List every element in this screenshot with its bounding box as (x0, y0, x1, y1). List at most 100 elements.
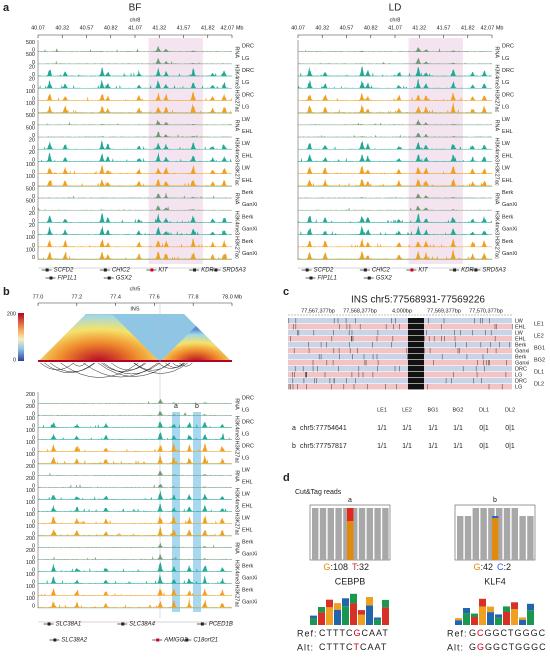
signal-track (38, 103, 232, 113)
scale-label: 500 (26, 186, 35, 192)
mark-label: H3K4me3 (234, 416, 240, 440)
sample-label: Berk (502, 239, 514, 245)
logo-block (366, 605, 373, 625)
sample-label: Ganxi (515, 360, 529, 366)
scale-label: 0 (32, 495, 35, 501)
read-mark (292, 372, 293, 378)
read-mark (339, 324, 340, 330)
scale-label: 0 (32, 603, 35, 609)
tick-label: 41.07 (128, 25, 142, 31)
read-column (472, 508, 479, 560)
sample-label: DRC (242, 443, 254, 449)
ruler-label: 77,568,377bp (343, 308, 377, 314)
signal-track (298, 102, 492, 113)
colorbar-label: 0 (13, 357, 16, 363)
read-mark (365, 360, 367, 366)
mark-label: H3K27ac (494, 163, 500, 186)
hic-domain (38, 314, 160, 362)
read-mark (385, 384, 386, 390)
logo-block (318, 612, 325, 625)
char: G (473, 562, 480, 572)
table-header: LE2 (402, 407, 412, 413)
char: G (477, 642, 485, 652)
feature-block (408, 324, 424, 330)
tick-label: 41.82 (201, 25, 215, 31)
read-mark (505, 372, 507, 378)
sample-label: LG (515, 384, 522, 390)
scale-label: 0 (32, 435, 35, 441)
gene-exon (453, 268, 457, 272)
read-mark (352, 336, 354, 342)
read-mark (308, 348, 310, 354)
loop-arc (40, 362, 74, 371)
mark-label: H3K4me3 (234, 211, 240, 235)
scale-label: 500 (26, 113, 35, 119)
panel-label: c (283, 286, 289, 298)
read-column (382, 508, 389, 560)
logo-block (519, 617, 526, 620)
mark-label: H3K27ac (234, 585, 240, 608)
scale-label: 100 (26, 101, 35, 107)
sample-label: DRC (502, 44, 514, 50)
read-mark (312, 360, 314, 366)
logo-block (382, 599, 389, 608)
read-mark (334, 378, 335, 384)
scale-label: 0 (32, 182, 35, 188)
scale-label: 0 (32, 543, 35, 549)
signal-track (38, 79, 232, 89)
char: G (469, 642, 477, 652)
char: A (375, 642, 381, 652)
read-mark (376, 336, 378, 342)
sample-label: EHL (242, 527, 253, 533)
gene-exon (107, 276, 111, 280)
logo-block (326, 599, 333, 608)
read-mark (337, 318, 339, 324)
char: 2 (506, 562, 511, 572)
sample-label: EHL (502, 153, 513, 159)
char: T (354, 642, 361, 652)
char: G (531, 628, 539, 638)
read-mark (349, 324, 351, 330)
read-mark (345, 318, 347, 324)
signal-track (38, 470, 232, 476)
scale-label: 20 (29, 77, 35, 83)
signal-track (38, 554, 232, 560)
group-label: LE2 (534, 333, 544, 339)
signal-track (38, 398, 232, 404)
feature-block (408, 342, 424, 348)
tick-label: 77.4 (110, 294, 121, 300)
read-mark (326, 360, 328, 366)
sample-label: Berk (502, 190, 514, 196)
read-mark (433, 360, 434, 366)
read-mark (355, 378, 356, 384)
read-mark (457, 348, 459, 354)
read-mark (353, 384, 355, 390)
sample-label: DRC (502, 68, 514, 74)
scale-label: 200 (26, 536, 35, 542)
scale-label: 0 (32, 411, 35, 417)
read-mark (509, 342, 510, 348)
group-label: LE1 (534, 321, 544, 327)
read-mark (475, 366, 477, 372)
sample-label: DRC (242, 92, 254, 98)
read-column (519, 516, 526, 560)
mark-label: RNA (234, 470, 240, 482)
read-mark (290, 384, 291, 390)
char: T (508, 628, 515, 638)
scale-label: 100 (26, 440, 35, 446)
scale-label: 0 (32, 555, 35, 561)
logo-block (310, 618, 317, 625)
tick-label: 41.07 (388, 25, 402, 31)
read-mark (377, 360, 379, 366)
read-mark (288, 384, 290, 390)
sample-label: Berk (515, 342, 527, 348)
char: A (376, 628, 382, 638)
feature-block (408, 384, 424, 390)
mark-label: RNA (234, 542, 240, 554)
gene-exon (185, 638, 189, 642)
sample-label: Berk (502, 214, 514, 220)
loop-arc (103, 362, 161, 375)
char: G (354, 628, 362, 638)
sample-label: LW (242, 467, 251, 473)
sample-label: Berk (242, 539, 254, 545)
